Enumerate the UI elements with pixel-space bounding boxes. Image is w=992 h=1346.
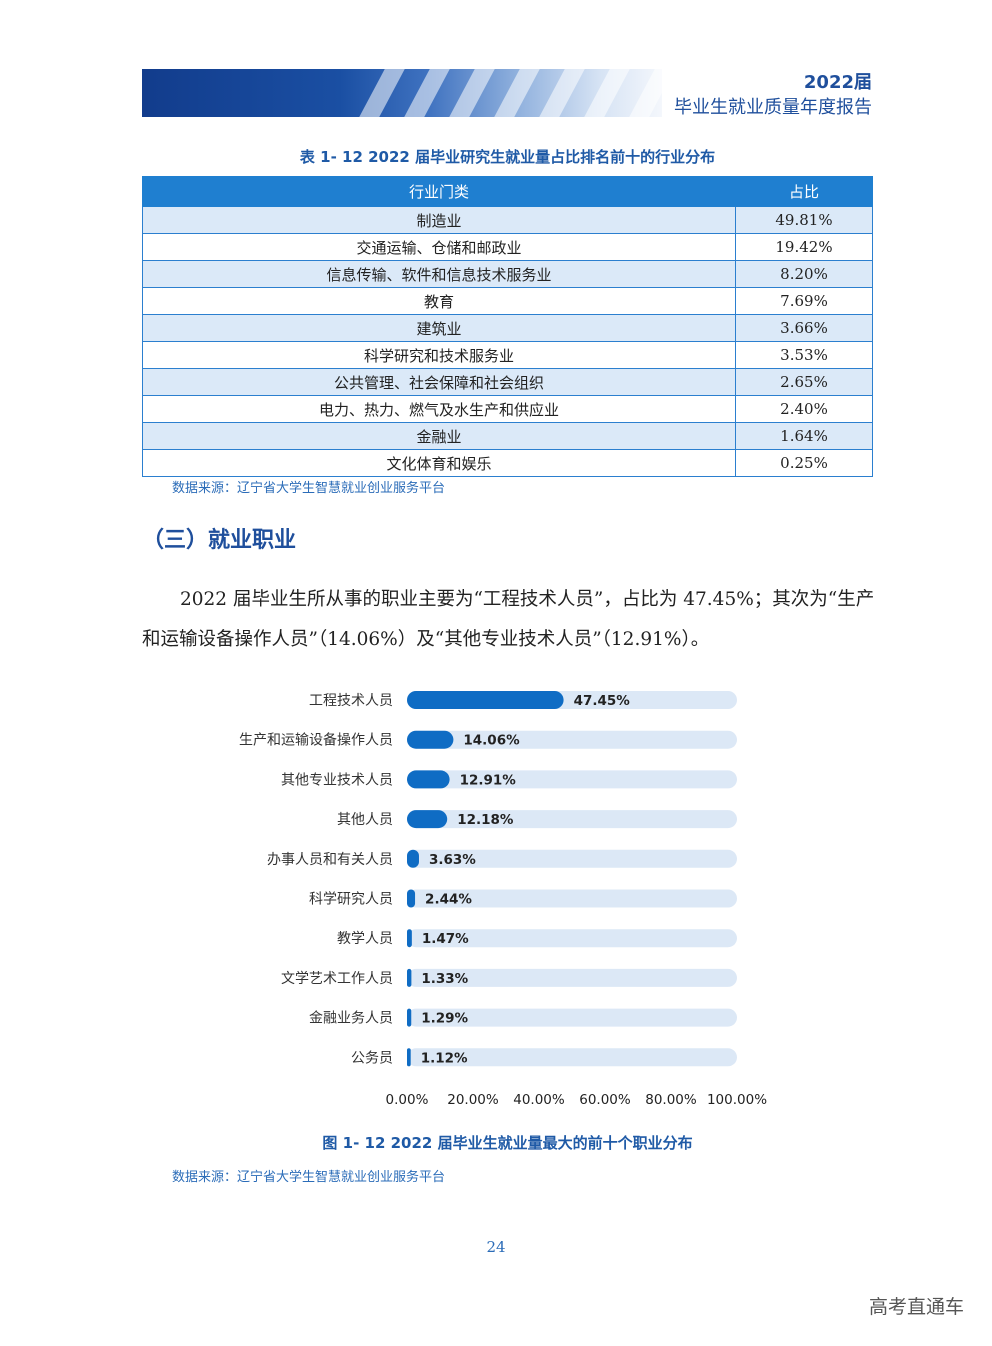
category-label: 教学人员 [337, 931, 393, 947]
report-header: 2022届 毕业生就业质量年度报告 [674, 70, 872, 120]
category-label: 科学研究人员 [309, 892, 393, 908]
industry-name: 公共管理、社会保障和社会组织 [142, 368, 736, 396]
value-label: 1.12% [421, 1050, 468, 1066]
value-label: 14.06% [463, 733, 520, 749]
industry-share: 7.69% [735, 287, 873, 315]
bar-track [407, 929, 737, 948]
occupation-chart: 工程技术人员 47.45% 生产和运输设备操作人员 14.06% 其他专业技术人员 12.… [239, 691, 767, 1108]
table-row: 电力、热力、燃气及水生产和供应业 2.40% [142, 395, 873, 423]
value-label: 1.33% [421, 971, 468, 987]
table-row: 公共管理、社会保障和社会组织 2.65% [142, 368, 873, 396]
page-number: 24 [486, 1238, 506, 1256]
x-tick-label: 40.00% [513, 1092, 565, 1108]
industry-name: 电力、热力、燃气及水生产和供应业 [142, 395, 736, 423]
industry-name: 交通运输、仓储和邮政业 [142, 233, 736, 261]
bar [407, 691, 564, 709]
x-tick-label: 0.00% [386, 1092, 429, 1108]
bar [407, 849, 419, 868]
industry-share: 49.81% [735, 206, 873, 234]
table-source: 数据来源：辽宁省大学生智慧就业创业服务平台 [172, 481, 446, 496]
bar [407, 810, 448, 829]
table-row: 文化体育和娱乐 0.25% [142, 449, 873, 477]
bar [407, 968, 412, 987]
category-label: 其他专业技术人员 [281, 772, 393, 788]
industry-table: 行业门类 占比 制造业 49.81% 交通运输、仓储和邮政业 19.42% 信息传输、软… [142, 176, 873, 477]
table-row: 教育 7.69% [142, 287, 873, 315]
bar [407, 889, 416, 908]
watermark: 高考直通车 [868, 1296, 964, 1318]
table-body: 制造业 49.81% 交通运输、仓储和邮政业 19.42% 信息传输、软件和信息技术服务… [142, 206, 873, 477]
x-tick-label: 80.00% [645, 1092, 697, 1108]
figure-caption: 图 1- 12 2022 届毕业生就业量最大的前十个职业分布 [322, 1134, 693, 1152]
bar-track [407, 889, 737, 908]
header-stripes [142, 69, 662, 117]
industry-share: 0.25% [735, 449, 873, 477]
bar-track [407, 810, 737, 829]
category-label: 生产和运输设备操作人员 [239, 732, 393, 749]
industry-name: 建筑业 [142, 314, 736, 342]
header-industry: 行业门类 [142, 176, 736, 207]
industry-name: 制造业 [142, 206, 736, 234]
body-paragraph: 2022 届毕业生所从事的职业主要为“工程技术人员”，占比为 47.45%；其次… [142, 589, 875, 650]
bar-track [407, 1048, 737, 1067]
industry-share: 2.65% [735, 368, 873, 396]
industry-name: 信息传输、软件和信息技术服务业 [142, 260, 736, 288]
industry-share: 3.53% [735, 341, 873, 369]
x-tick-label: 100.00% [707, 1092, 767, 1108]
bar [407, 770, 450, 789]
industry-share: 19.42% [735, 233, 873, 261]
bar [407, 929, 412, 948]
industry-name: 教育 [142, 287, 736, 315]
table-row: 交通运输、仓储和邮政业 19.42% [142, 233, 873, 261]
table-header-row: 行业门类 占比 [142, 176, 873, 207]
header-share: 占比 [735, 176, 873, 207]
bar [407, 730, 454, 749]
category-label: 工程技术人员 [309, 693, 393, 709]
category-label: 办事人员和有关人员 [267, 852, 393, 868]
value-label: 1.47% [422, 931, 469, 947]
bar-track [407, 730, 737, 749]
bar-track [407, 1008, 737, 1027]
bar [407, 1008, 412, 1027]
table-row: 科学研究和技术服务业 3.53% [142, 341, 873, 369]
industry-share: 3.66% [735, 314, 873, 342]
category-label: 金融业务人员 [309, 1011, 393, 1027]
category-label: 文学艺术工作人员 [281, 971, 393, 987]
industry-name: 科学研究和技术服务业 [142, 341, 736, 369]
table-row: 建筑业 3.66% [142, 314, 873, 342]
section-title: （三）就业职业 [142, 528, 297, 553]
figure-source: 数据来源：辽宁省大学生智慧就业创业服务平台 [172, 1170, 446, 1185]
x-tick-label: 20.00% [447, 1092, 499, 1108]
table-row: 信息传输、软件和信息技术服务业 8.20% [142, 260, 873, 288]
value-label: 47.45% [574, 693, 631, 709]
value-label: 3.63% [429, 852, 476, 868]
category-label: 公务员 [351, 1050, 393, 1066]
bar-track [407, 968, 737, 987]
bar [407, 1048, 411, 1067]
bar-track [407, 770, 737, 789]
x-tick-label: 60.00% [579, 1092, 631, 1108]
industry-share: 8.20% [735, 260, 873, 288]
industry-share: 1.64% [735, 422, 873, 450]
table-row: 制造业 49.81% [142, 206, 873, 234]
table-caption: 表 1- 12 2022 届毕业研究生就业量占比排名前十的行业分布 [299, 148, 716, 166]
bar-track [407, 849, 737, 868]
industry-name: 金融业 [142, 422, 736, 450]
table-row: 金融业 1.64% [142, 422, 873, 450]
value-label: 1.29% [421, 1011, 468, 1027]
industry-name: 文化体育和娱乐 [142, 449, 736, 477]
value-label: 12.18% [457, 812, 514, 828]
report-year: 2022届 [803, 72, 872, 93]
report-title: 毕业生就业质量年度报告 [674, 97, 872, 118]
industry-share: 2.40% [735, 395, 873, 423]
value-label: 12.91% [460, 772, 517, 788]
category-label: 其他人员 [337, 812, 393, 828]
value-label: 2.44% [425, 892, 472, 908]
